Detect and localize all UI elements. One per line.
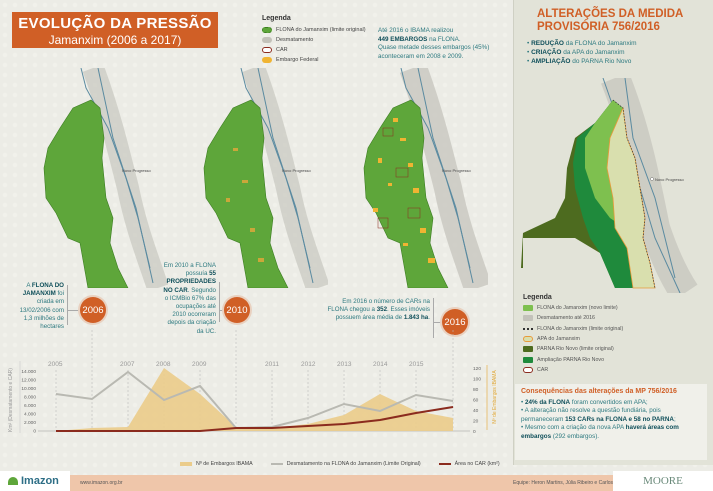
footer-team: Equipe: Heron Martins, Júlia Ribeiro e C…: [513, 480, 636, 486]
svg-text:Km² (Desmatamento e CAR): Km² (Desmatamento e CAR): [8, 368, 14, 432]
imazon-logo: Imazon: [0, 471, 70, 491]
note-2006: A FLONA DO JAMANXIM foi criada em 13/02/…: [19, 282, 64, 331]
legend-item: Desmatamento: [262, 35, 366, 45]
svg-text:10.000: 10.000: [21, 386, 36, 392]
footer: Imazon www.imazon.org.br Equipe: Heron M…: [0, 471, 713, 491]
map-2006: Novo Progresso: [43, 68, 168, 288]
note-connector: [67, 310, 80, 311]
svg-text:20: 20: [473, 419, 479, 425]
year-badge-2016: 2016: [442, 309, 468, 335]
x-tick: 2007: [120, 361, 135, 368]
svg-text:8.000: 8.000: [24, 395, 36, 401]
note-divider: [433, 298, 434, 338]
svg-text:100: 100: [473, 377, 481, 383]
deforestation-swatch-icon: [523, 315, 533, 322]
moore-logo: MOORE: [613, 471, 713, 491]
svg-text:Nº de Embargos IBAMA: Nº de Embargos IBAMA: [492, 370, 498, 424]
legend-item: Embargo Federal: [262, 55, 366, 65]
note-connector: [219, 310, 224, 311]
x-tick: 2012: [301, 361, 316, 368]
parna-expansion-swatch-icon: [523, 356, 533, 363]
x-tick: 2011: [265, 361, 279, 368]
map-2010: Novo Progresso: [203, 68, 328, 288]
legend-item: Área no CAR (km²): [438, 461, 500, 467]
svg-text:0: 0: [473, 429, 476, 435]
deforestation-legend-swatch-icon: [270, 463, 283, 465]
x-tick: 2015: [409, 361, 424, 368]
legend-item: Ampliação PARNA Rio Novo: [523, 354, 623, 364]
legend-title: Legenda: [262, 15, 291, 22]
x-tick: 2008: [156, 361, 171, 368]
chart-legend: Nº de Embargos IBAMA Desmatamento na FLO…: [180, 461, 500, 467]
embargo-swatch-icon: [262, 57, 272, 63]
chart: 14.00012.00010.0008.0006.0004.0002.0000 …: [8, 330, 498, 435]
flona-swatch-icon: [262, 27, 272, 33]
car-swatch-icon: [262, 47, 272, 53]
svg-text:2.000: 2.000: [24, 420, 36, 426]
svg-text:Novo Progresso: Novo Progresso: [122, 168, 151, 173]
legend-item: Desmatamento na FLONA do Jamanxim (Limit…: [270, 461, 421, 467]
legend-item: FLONA do Jamanxim (novo limite): [523, 303, 623, 313]
svg-text:4.000: 4.000: [24, 412, 36, 418]
svg-text:14.000: 14.000: [21, 369, 36, 375]
flona-new-swatch-icon: [523, 305, 533, 312]
svg-text:0: 0: [33, 429, 36, 435]
mp-legend: Legenda FLONA do Jamanxim (novo limite) …: [523, 294, 623, 375]
legend-item: CAR: [262, 45, 366, 55]
svg-text:60: 60: [473, 398, 479, 404]
legend-item: APA do Jamanxim: [523, 334, 623, 344]
dotted-line-icon: [523, 327, 533, 330]
legend-item: Nº de Embargos IBAMA: [180, 461, 253, 467]
legend-item: Desmatamento até 2016: [523, 313, 623, 323]
note-2010: Em 2010 a FLONA possuía 55 PROPRIEDADES …: [163, 262, 216, 335]
deforestation-swatch-icon: [262, 37, 272, 43]
page-title-box: EVOLUÇÃO DA PRESSÃO Jamanxim (2006 a 201…: [12, 12, 218, 48]
svg-text:120: 120: [473, 366, 481, 372]
page-title: EVOLUÇÃO DA PRESSÃO: [18, 15, 212, 32]
svg-text:40: 40: [473, 408, 479, 414]
embargo-legend-swatch-icon: [180, 462, 192, 466]
x-tick: 2009: [192, 361, 207, 368]
note-divider: [219, 282, 220, 322]
legend-item: PARNA Rio Novo (limite original): [523, 344, 623, 354]
note-2016: Em 2016 o número de CARs na FLONA chegou…: [327, 298, 431, 322]
consequences-box: Consequências das alterações da MP 756/2…: [515, 384, 707, 460]
page-subtitle: Jamanxim (2006 a 2017): [48, 33, 182, 47]
parna-swatch-icon: [523, 346, 533, 353]
footer-url[interactable]: www.imazon.org.br: [80, 480, 123, 486]
legend-item: FLONA do Jamanxim (limite original): [262, 25, 366, 35]
legend-item: CAR: [523, 365, 623, 375]
car-legend-swatch-icon: [438, 463, 451, 465]
note-divider: [67, 285, 68, 325]
svg-text:80: 80: [473, 387, 479, 393]
car-swatch-icon: [523, 366, 533, 373]
svg-text:12.000: 12.000: [21, 378, 36, 384]
note-connector: [433, 322, 442, 323]
svg-text:6.000: 6.000: [24, 403, 36, 409]
x-tick: 2014: [373, 361, 388, 368]
x-tick: 2013: [337, 361, 352, 368]
year-badge-2010: 2010: [224, 297, 250, 323]
leaf-icon: [8, 477, 18, 485]
apa-swatch-icon: [523, 336, 533, 343]
legend-item: FLONA do Jamanxim (limite original): [523, 324, 623, 334]
year-badge-2006: 2006: [80, 297, 106, 323]
svg-text:Novo Progresso: Novo Progresso: [282, 168, 311, 173]
right-panel-title: ALTERAÇÕES DA MEDIDA PROVISÓRIA 756/2016: [537, 8, 684, 33]
maps-legend: Legenda FLONA do Jamanxim (limite origin…: [262, 15, 366, 65]
svg-text:Novo Progresso: Novo Progresso: [442, 168, 471, 173]
intro-text: Até 2016 o IBAMA realizou 449 EMBARGOS n…: [378, 27, 490, 60]
x-tick: 2005: [48, 361, 63, 368]
right-panel-bullets: • REDUÇÃO da FLONA do Jamanxim • CRIAÇÃO…: [527, 40, 637, 65]
map-mp-756: Novo Progresso: [521, 78, 698, 293]
svg-text:Novo Progresso: Novo Progresso: [655, 177, 684, 182]
map-2016: Novo Progresso: [363, 68, 488, 288]
